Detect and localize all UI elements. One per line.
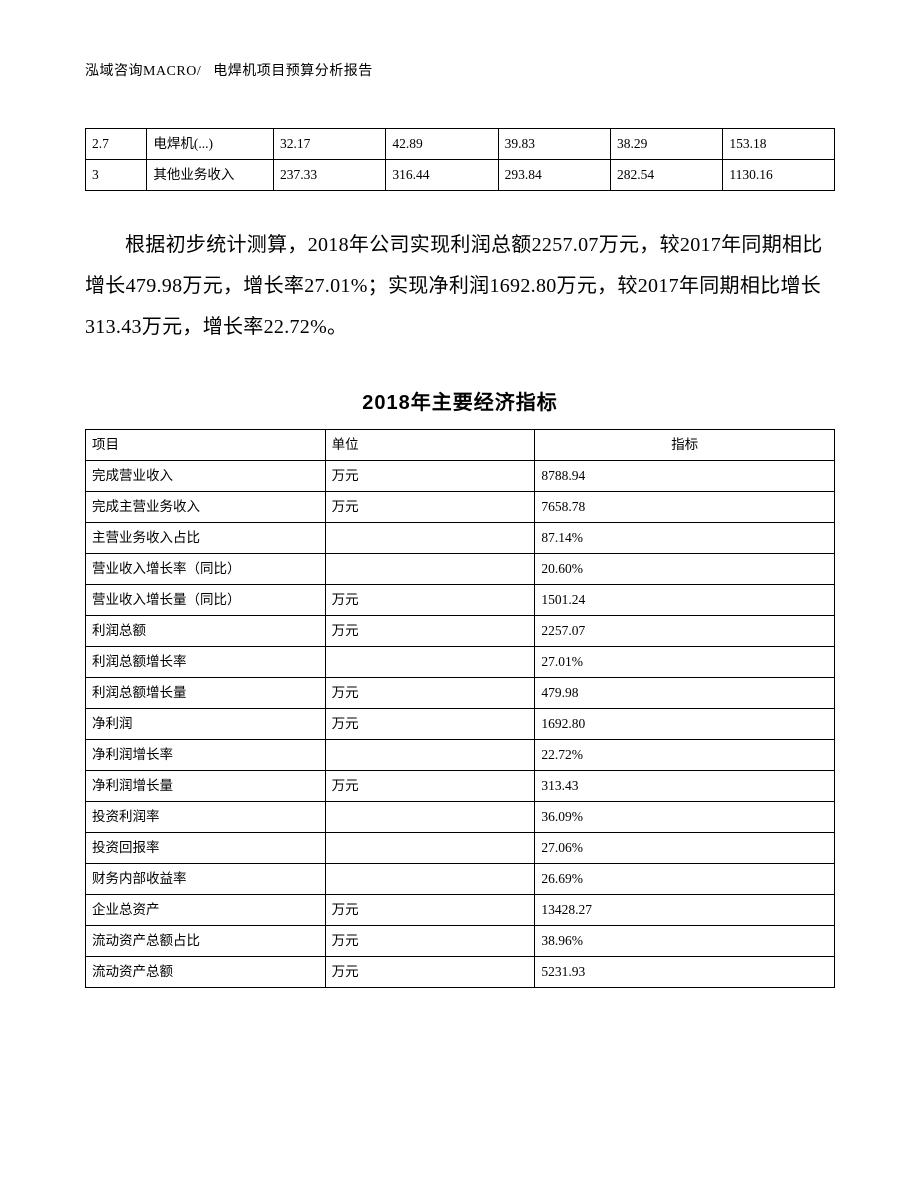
cell: 27.06% bbox=[535, 833, 835, 864]
table-row: 净利润 万元 1692.80 bbox=[86, 709, 835, 740]
table-row: 企业总资产 万元 13428.27 bbox=[86, 895, 835, 926]
cell: 营业收入增长量（同比） bbox=[86, 585, 326, 616]
table-row: 净利润增长量 万元 313.43 bbox=[86, 771, 835, 802]
cell: 净利润增长量 bbox=[86, 771, 326, 802]
top-data-table: 2.7 电焊机(...) 32.17 42.89 39.83 38.29 153… bbox=[85, 128, 835, 191]
cell: 1692.80 bbox=[535, 709, 835, 740]
cell: 32.17 bbox=[273, 129, 385, 160]
table-row: 利润总额 万元 2257.07 bbox=[86, 616, 835, 647]
cell: 完成营业收入 bbox=[86, 461, 326, 492]
cell: 利润总额增长量 bbox=[86, 678, 326, 709]
col-header-item: 项目 bbox=[86, 430, 326, 461]
indicators-table: 项目 单位 指标 完成营业收入 万元 8788.94 完成主营业务收入 万元 7… bbox=[85, 429, 835, 988]
cell: 2.7 bbox=[86, 129, 147, 160]
cell: 38.96% bbox=[535, 926, 835, 957]
cell: 电焊机(...) bbox=[147, 129, 274, 160]
cell: 万元 bbox=[325, 771, 535, 802]
table-row: 2.7 电焊机(...) 32.17 42.89 39.83 38.29 153… bbox=[86, 129, 835, 160]
cell: 479.98 bbox=[535, 678, 835, 709]
cell: 2257.07 bbox=[535, 616, 835, 647]
cell: 237.33 bbox=[273, 160, 385, 191]
page: 泓域咨询MACRO/ 电焊机项目预算分析报告 2.7 电焊机(...) 32.1… bbox=[0, 0, 920, 1048]
cell bbox=[325, 740, 535, 771]
col-header-unit: 单位 bbox=[325, 430, 535, 461]
cell: 完成主营业务收入 bbox=[86, 492, 326, 523]
table-row: 主营业务收入占比 87.14% bbox=[86, 523, 835, 554]
table-row: 投资利润率 36.09% bbox=[86, 802, 835, 833]
cell bbox=[325, 864, 535, 895]
cell: 316.44 bbox=[386, 160, 498, 191]
col-header-value: 指标 bbox=[535, 430, 835, 461]
cell: 营业收入增长率（同比） bbox=[86, 554, 326, 585]
cell: 20.60% bbox=[535, 554, 835, 585]
section-title: 2018年主要经济指标 bbox=[85, 386, 835, 415]
table-header-row: 项目 单位 指标 bbox=[86, 430, 835, 461]
cell: 万元 bbox=[325, 895, 535, 926]
cell: 27.01% bbox=[535, 647, 835, 678]
cell: 投资利润率 bbox=[86, 802, 326, 833]
cell: 3 bbox=[86, 160, 147, 191]
cell: 5231.93 bbox=[535, 957, 835, 988]
cell: 投资回报率 bbox=[86, 833, 326, 864]
cell: 净利润 bbox=[86, 709, 326, 740]
cell: 87.14% bbox=[535, 523, 835, 554]
table-row: 投资回报率 27.06% bbox=[86, 833, 835, 864]
cell: 流动资产总额占比 bbox=[86, 926, 326, 957]
cell: 39.83 bbox=[498, 129, 610, 160]
cell: 282.54 bbox=[611, 160, 723, 191]
table-row: 利润总额增长率 27.01% bbox=[86, 647, 835, 678]
page-header: 泓域咨询MACRO/ 电焊机项目预算分析报告 bbox=[85, 60, 835, 80]
table-row: 流动资产总额 万元 5231.93 bbox=[86, 957, 835, 988]
table-row: 完成主营业务收入 万元 7658.78 bbox=[86, 492, 835, 523]
summary-paragraph: 根据初步统计测算，2018年公司实现利润总额2257.07万元，较2017年同期… bbox=[85, 225, 835, 348]
cell: 万元 bbox=[325, 492, 535, 523]
cell: 主营业务收入占比 bbox=[86, 523, 326, 554]
cell bbox=[325, 647, 535, 678]
cell: 22.72% bbox=[535, 740, 835, 771]
table-row: 利润总额增长量 万元 479.98 bbox=[86, 678, 835, 709]
cell: 利润总额 bbox=[86, 616, 326, 647]
cell: 财务内部收益率 bbox=[86, 864, 326, 895]
cell: 流动资产总额 bbox=[86, 957, 326, 988]
cell: 净利润增长率 bbox=[86, 740, 326, 771]
cell: 万元 bbox=[325, 461, 535, 492]
table-row: 营业收入增长率（同比） 20.60% bbox=[86, 554, 835, 585]
cell: 7658.78 bbox=[535, 492, 835, 523]
cell: 万元 bbox=[325, 957, 535, 988]
cell: 1130.16 bbox=[723, 160, 835, 191]
table-row: 流动资产总额占比 万元 38.96% bbox=[86, 926, 835, 957]
header-right: 电焊机项目预算分析报告 bbox=[213, 64, 373, 79]
cell: 8788.94 bbox=[535, 461, 835, 492]
cell: 万元 bbox=[325, 616, 535, 647]
table-row: 完成营业收入 万元 8788.94 bbox=[86, 461, 835, 492]
cell: 153.18 bbox=[723, 129, 835, 160]
cell: 13428.27 bbox=[535, 895, 835, 926]
cell: 38.29 bbox=[611, 129, 723, 160]
cell bbox=[325, 523, 535, 554]
cell: 万元 bbox=[325, 585, 535, 616]
cell: 42.89 bbox=[386, 129, 498, 160]
cell: 企业总资产 bbox=[86, 895, 326, 926]
table-row: 财务内部收益率 26.69% bbox=[86, 864, 835, 895]
cell bbox=[325, 802, 535, 833]
cell: 万元 bbox=[325, 926, 535, 957]
table-row: 营业收入增长量（同比） 万元 1501.24 bbox=[86, 585, 835, 616]
cell bbox=[325, 833, 535, 864]
cell: 26.69% bbox=[535, 864, 835, 895]
cell: 36.09% bbox=[535, 802, 835, 833]
cell: 293.84 bbox=[498, 160, 610, 191]
cell: 利润总额增长率 bbox=[86, 647, 326, 678]
cell: 313.43 bbox=[535, 771, 835, 802]
header-left: 泓域咨询MACRO/ bbox=[85, 64, 201, 79]
cell: 1501.24 bbox=[535, 585, 835, 616]
cell: 其他业务收入 bbox=[147, 160, 274, 191]
cell: 万元 bbox=[325, 678, 535, 709]
cell bbox=[325, 554, 535, 585]
table-row: 净利润增长率 22.72% bbox=[86, 740, 835, 771]
cell: 万元 bbox=[325, 709, 535, 740]
table-row: 3 其他业务收入 237.33 316.44 293.84 282.54 113… bbox=[86, 160, 835, 191]
